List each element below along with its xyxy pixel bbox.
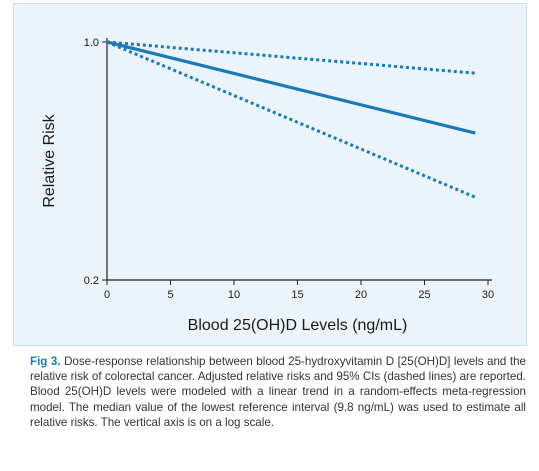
x-tick-label: 15 [291,289,303,301]
x-tick-label: 5 [167,289,173,301]
y-axis-title: Relative Risk [41,113,58,207]
y-tick-label: 0.2 [84,275,99,287]
y-tick-label: 1.0 [84,37,99,49]
x-tick-label: 20 [355,289,367,301]
figure-label: Fig 3. [30,355,61,368]
axes [106,38,492,281]
x-tick-label: 30 [482,289,494,301]
series-line-ci_upper [106,40,476,75]
chart-panel: 0 5 10 15 20 25 30 0.2 1.0 Blood 25(OH)D Levels … [13,3,527,346]
x-tick-label: 10 [228,289,240,301]
x-axis-title: Blood 25(OH)D Levels (ng/mL) [188,317,408,334]
ticks: 0 5 10 15 20 25 30 0.2 1.0 [84,37,494,301]
x-tick-label: 25 [418,289,430,301]
series-line-estimate [106,40,476,135]
x-tick-label: 0 [104,289,110,301]
chart-svg: 0 5 10 15 20 25 30 0.2 1.0 Blood 25(OH)D Levels … [41,37,494,334]
figure-caption: Fig 3. Dose-response relationship betwee… [30,354,526,430]
series-line-ci_lower [106,40,476,199]
series-lines [106,40,476,199]
figure-caption-text: Dose-response relationship between blood… [30,355,526,429]
